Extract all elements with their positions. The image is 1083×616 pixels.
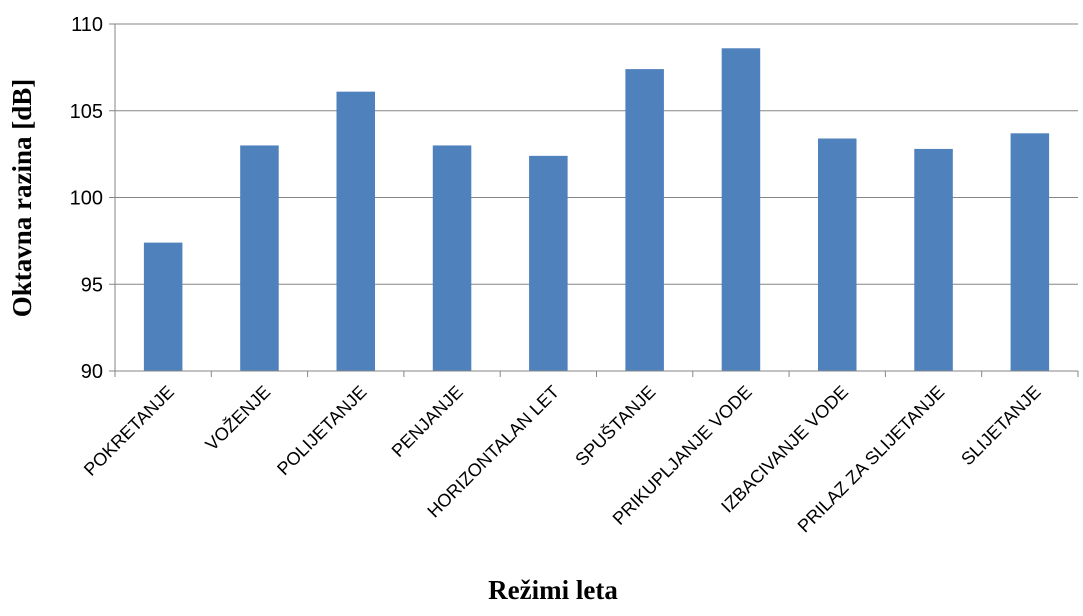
y-tick-label: 105	[70, 101, 103, 123]
bar	[143, 242, 183, 371]
x-tick-label: VOŽENJE	[201, 382, 274, 455]
y-tick-label: 90	[81, 361, 103, 383]
bar	[625, 69, 664, 372]
bar	[914, 148, 953, 371]
bars	[143, 48, 1050, 372]
x-tick-label: POKRETANJE	[80, 382, 178, 480]
bar	[817, 138, 857, 371]
x-tick-label: PENJANJE	[388, 382, 467, 461]
bar	[240, 145, 279, 371]
y-tick-label: 100	[70, 188, 103, 210]
x-tick-label: SPUŠTANJE	[571, 381, 660, 470]
y-tick-label: 95	[81, 274, 103, 296]
axes	[109, 23, 1079, 377]
bar	[1010, 133, 1050, 371]
bar	[529, 155, 568, 371]
bar	[721, 48, 761, 371]
y-tick-label: 110	[71, 14, 103, 36]
bar	[336, 91, 376, 371]
x-tick-label: POLIJETANJE	[273, 382, 370, 479]
y-axis-title: Oktavna razina [dB]	[7, 79, 37, 318]
x-tick-label: SLIJETANJE	[957, 382, 1044, 469]
bar	[432, 145, 472, 371]
x-axis-title: Režimi leta	[488, 575, 618, 605]
y-tick-labels: 90 95 100 105 110	[70, 14, 103, 383]
